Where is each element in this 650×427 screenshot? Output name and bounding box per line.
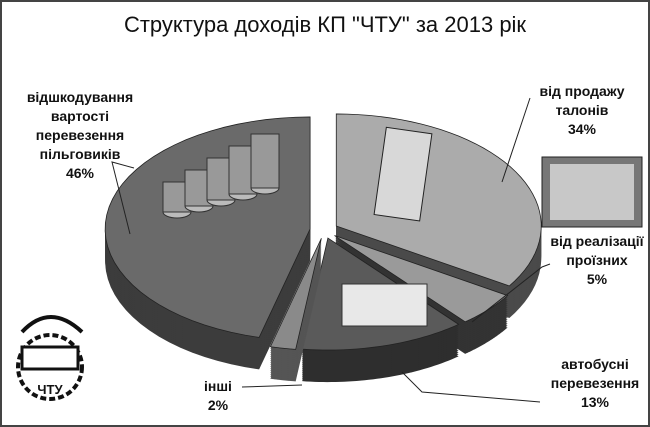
slice-top <box>269 238 322 350</box>
ticket-picture <box>373 126 433 222</box>
logo-bus <box>20 345 80 371</box>
label-line: автобусні <box>561 356 629 372</box>
label-slice-2: автобусні перевезення 13% <box>540 355 648 412</box>
label-line: вартості <box>50 108 110 124</box>
value-label: 34% <box>567 121 597 137</box>
travel-pass-inner <box>550 164 634 220</box>
label-line: пільговиків <box>39 146 121 162</box>
value-label: 2% <box>207 397 229 413</box>
label-slice-0: від продажу талонів 34% <box>527 82 637 139</box>
label-line: від реалізації <box>550 233 644 249</box>
value-label: 13% <box>580 394 610 410</box>
coin-stack-icon <box>250 133 280 189</box>
label-line: проїзних <box>566 252 628 268</box>
pie-slice-3 <box>269 238 322 382</box>
leader-line <box>401 371 541 403</box>
leader-line <box>501 97 531 183</box>
leader-line <box>111 161 135 235</box>
logo-wreath <box>20 315 84 334</box>
bus-picture <box>341 283 428 327</box>
leader-line <box>241 384 303 388</box>
leader-line <box>471 263 551 323</box>
label-slice-1: від реалізації проїзних 5% <box>542 232 648 289</box>
value-label: 46% <box>65 165 95 181</box>
label-line: талонів <box>555 102 609 118</box>
slice-pictures <box>162 126 643 327</box>
label-line: від продажу <box>539 83 625 99</box>
chtu-logo: ЧТУ <box>16 315 84 401</box>
label-slice-3: інші 2% <box>198 377 238 415</box>
label-line: перевезення <box>550 375 640 391</box>
chart-title: Структура доходів КП "ЧТУ" за 2013 рік <box>123 12 527 37</box>
label-line: перевезення <box>35 127 125 143</box>
value-label: 5% <box>586 271 608 287</box>
logo-text: ЧТУ <box>37 382 63 397</box>
label-line: відшкодування <box>26 89 134 105</box>
logo-gear <box>16 333 84 401</box>
label-line: інші <box>204 378 232 394</box>
label-slice-4: відшкодування вартості перевезення пільг… <box>10 88 150 183</box>
